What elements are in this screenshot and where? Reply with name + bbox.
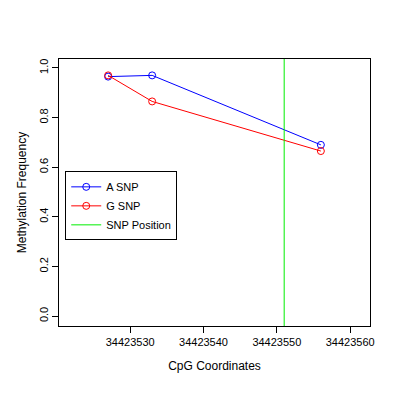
svg-text:SNP Position: SNP Position	[106, 219, 171, 231]
svg-text:0.8: 0.8	[38, 108, 50, 123]
svg-text:34423540: 34423540	[179, 336, 228, 348]
svg-text:1.0: 1.0	[38, 59, 50, 74]
svg-text:0.4: 0.4	[38, 208, 50, 223]
svg-text:34423550: 34423550	[252, 336, 301, 348]
svg-text:34423560: 34423560	[326, 336, 375, 348]
svg-text:34423530: 34423530	[106, 336, 155, 348]
svg-text:0.2: 0.2	[38, 257, 50, 272]
svg-text:0.6: 0.6	[38, 158, 50, 173]
svg-text:CpG Coordinates: CpG Coordinates	[168, 359, 261, 373]
svg-text:Methylation Frequency: Methylation Frequency	[15, 132, 29, 253]
svg-text:A SNP: A SNP	[106, 181, 138, 193]
svg-text:G SNP: G SNP	[106, 200, 140, 212]
svg-text:0.0: 0.0	[38, 307, 50, 322]
